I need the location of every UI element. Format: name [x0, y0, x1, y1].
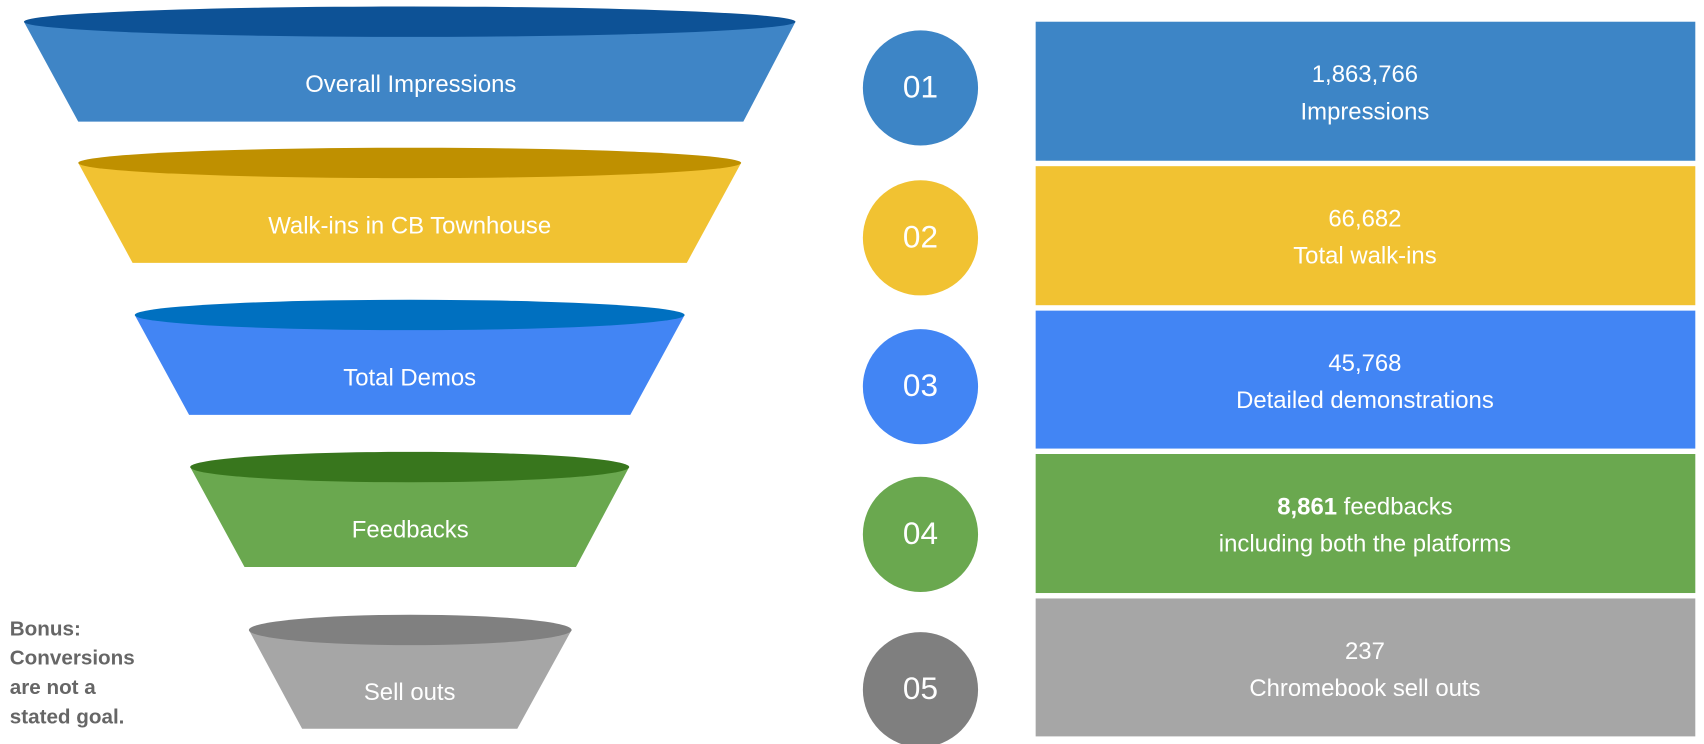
metric-value-line: 66,682: [1328, 206, 1401, 233]
funnel-label: Total Demos: [343, 364, 476, 391]
metric-value: 66,682: [1328, 206, 1401, 233]
funnel-label: Walk-ins in CB Townhouse: [268, 212, 551, 239]
step-number: 01: [903, 68, 938, 104]
funnel-rim: [78, 147, 742, 179]
metric-value: 45,768: [1328, 350, 1401, 377]
funnel-segment: [248, 629, 572, 729]
metric-value-line: 8,861 feedbacks: [1277, 494, 1452, 521]
funnel-label: Sell outs: [364, 679, 456, 706]
metric-value: 1,863,766: [1312, 61, 1418, 88]
step-number: 03: [903, 367, 938, 403]
metric-value: 8,861: [1277, 494, 1337, 521]
metric-value: 237: [1345, 638, 1385, 665]
funnel-rim: [23, 6, 796, 37]
metric-description: Impressions: [1301, 98, 1430, 125]
funnel-rim: [190, 451, 630, 483]
metric-box: [1035, 166, 1696, 306]
metric-suffix: feedbacks: [1344, 494, 1453, 521]
bonus-note: are not a: [10, 676, 97, 699]
bonus-note: stated goal.: [10, 705, 125, 728]
metric-description: including both the platforms: [1219, 531, 1511, 558]
step-circle: [862, 180, 979, 296]
metric-value-line: 237: [1345, 638, 1385, 665]
metric-description: Chromebook sell outs: [1249, 675, 1480, 702]
funnel-rim: [134, 299, 685, 331]
metric-box: [1035, 21, 1696, 161]
funnel-segment: [190, 467, 630, 567]
metric-value-line: 1,863,766: [1312, 61, 1418, 88]
step-number: 02: [903, 218, 938, 254]
metric-box: [1035, 454, 1696, 594]
metric-description: Detailed demonstrations: [1236, 387, 1494, 414]
metric-description: Total walk-ins: [1293, 243, 1436, 270]
metric-box: [1035, 310, 1696, 449]
step-circle: [862, 30, 979, 146]
funnel-label: Feedbacks: [352, 516, 469, 543]
funnel-rim: [248, 614, 572, 646]
bonus-note: Conversions: [10, 647, 135, 670]
step-number: 04: [903, 515, 938, 551]
bonus-note: Bonus:: [10, 617, 81, 640]
step-circle: [862, 476, 979, 592]
funnel-segment: [78, 162, 742, 263]
funnel-segment: [134, 314, 685, 415]
step-number: 05: [903, 670, 938, 706]
metric-box: [1035, 598, 1696, 737]
metric-value-line: 45,768: [1328, 350, 1401, 377]
step-circle: [862, 632, 979, 744]
step-circle: [862, 329, 979, 445]
funnel-segment: [23, 21, 796, 122]
funnel-label: Overall Impressions: [305, 71, 516, 98]
